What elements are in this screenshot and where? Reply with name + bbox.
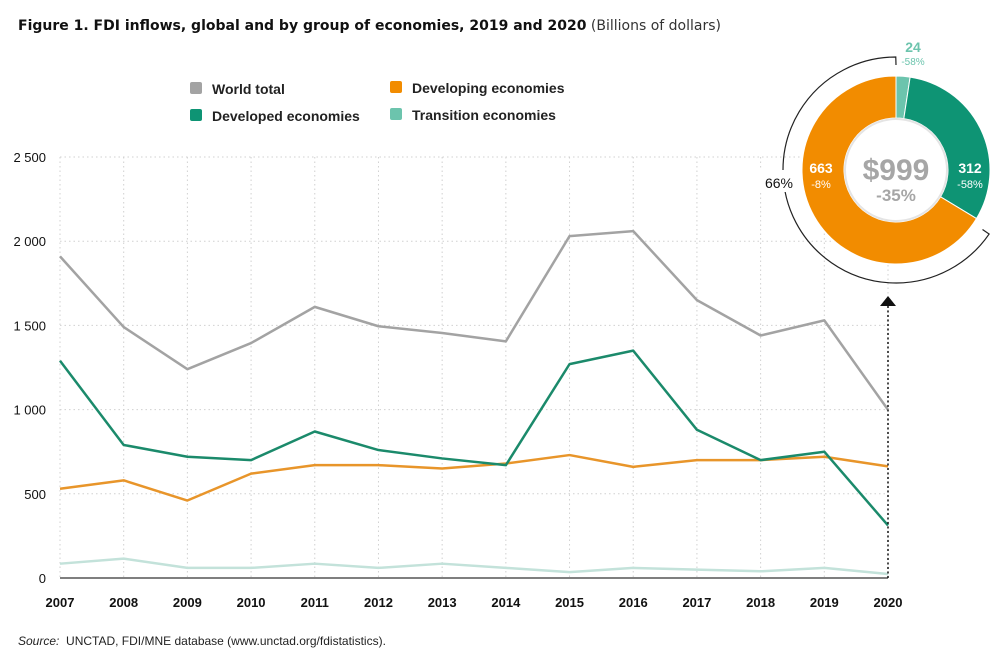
center-change: -35% (876, 186, 916, 205)
legend-label: Transition economies (412, 107, 556, 123)
series-line-developed-economies (59, 349, 889, 527)
units-label: (Billions of dollars) (590, 18, 721, 34)
series-line-transition-economies (59, 557, 889, 576)
x-tick-label: 2013 (428, 595, 457, 610)
legend-label: Developed economies (212, 108, 360, 124)
legend-label: Developing economies (412, 80, 565, 96)
donut-chart: $999-35% 24 -58% 312 -58% 663 -8% 66% (760, 39, 991, 284)
x-tick-label: 2018 (746, 595, 775, 610)
x-tick-label: 2014 (491, 595, 521, 610)
slice-value-label: 24 (905, 39, 921, 55)
center-value: $999 (863, 154, 930, 187)
legend: World total Developing economies Developed… (190, 80, 565, 124)
y-tick-label: 2 000 (13, 234, 46, 249)
slice-value-label: 312 (958, 160, 982, 176)
slice-change-label: -58% (901, 57, 924, 68)
y-tick-label: 1 500 (13, 318, 46, 333)
source-text: UNCTAD, FDI/MNE database (www.unctad.org… (66, 634, 386, 648)
slice-change-label: -8% (811, 179, 831, 191)
legend-swatch (190, 109, 202, 121)
x-tick-label: 2012 (364, 595, 393, 610)
x-tick-label: 2009 (173, 595, 202, 610)
donut-center (844, 118, 948, 222)
legend-label: World total (212, 81, 285, 97)
x-tick-label: 2011 (301, 595, 329, 610)
x-tick-label: 2015 (555, 595, 584, 610)
slice-value-label: 663 (809, 160, 833, 176)
x-tick-label: 2008 (109, 595, 138, 610)
x-tick-label: 2016 (619, 595, 648, 610)
slice-change-label: -58% (957, 179, 983, 191)
series-line-world-total (59, 229, 890, 411)
source-label: Source: (18, 634, 60, 648)
x-tick-label: 2020 (874, 595, 903, 610)
y-tick-label: 2 500 (13, 150, 46, 165)
bracket-label: 66% (765, 175, 793, 191)
bracket-arc (782, 56, 990, 284)
legend-swatch (390, 81, 402, 93)
y-tick-label: 0 (39, 571, 46, 586)
bracket-label-bg (760, 170, 798, 192)
figure-title: Figure 1. FDI inflows, global and by gro… (18, 18, 721, 34)
x-tick-label: 2010 (237, 595, 266, 610)
x-tick-label: 2019 (810, 595, 839, 610)
arrow-up-icon (880, 296, 896, 306)
legend-swatch (390, 108, 402, 120)
source-note: Source: UNCTAD, FDI/MNE database (www.un… (18, 634, 386, 648)
x-tick-label: 2017 (682, 595, 711, 610)
y-tick-label: 1 000 (13, 403, 46, 418)
legend-swatch (190, 82, 202, 94)
x-tick-label: 2007 (46, 595, 75, 610)
series-line-developing-economies (59, 453, 889, 502)
y-tick-label: 500 (24, 487, 46, 502)
